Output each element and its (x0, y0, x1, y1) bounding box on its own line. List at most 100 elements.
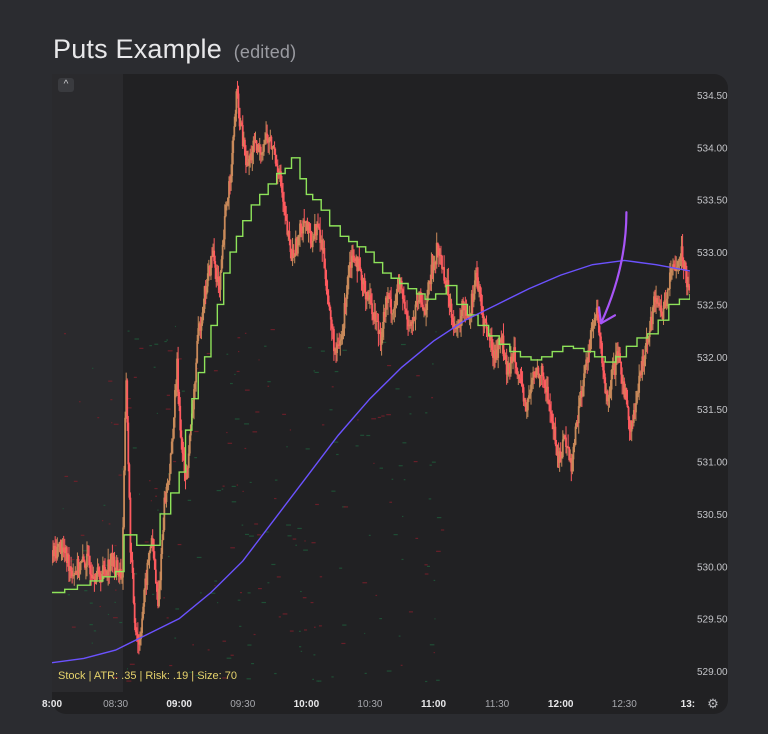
candle-body (341, 334, 344, 340)
candle-body (192, 409, 194, 414)
candle-body (352, 255, 354, 257)
volume-mark (133, 376, 137, 378)
candle-body (283, 201, 285, 206)
volume-mark (377, 416, 381, 419)
volume-mark (79, 401, 81, 403)
candle-body (323, 247, 326, 269)
candle-body (125, 380, 128, 418)
candle-body (680, 246, 683, 259)
candle-body (293, 255, 296, 257)
volume-mark (317, 680, 322, 682)
candle-body (445, 283, 448, 287)
candle-body (76, 558, 79, 575)
candle-body (444, 280, 447, 284)
candle-body (324, 268, 327, 280)
candle-body (658, 302, 661, 306)
volume-mark (126, 668, 129, 670)
volume-mark (251, 662, 255, 665)
candle-body (172, 417, 175, 439)
candle-body (489, 335, 492, 341)
candle-body (418, 292, 421, 300)
candle-body (488, 336, 491, 341)
collapse-button[interactable]: ^ (58, 78, 74, 92)
candle-body (407, 319, 409, 327)
candle-body (232, 136, 235, 153)
volume-mark (331, 490, 336, 492)
candle-body (560, 457, 563, 459)
volume-mark (427, 565, 431, 568)
candle-body (280, 171, 282, 187)
candle-body (479, 286, 482, 294)
volume-mark (127, 330, 130, 332)
candle-body (353, 255, 355, 260)
volume-mark (67, 594, 71, 596)
volume-mark (70, 560, 74, 562)
volume-mark (167, 555, 170, 558)
candle-body (265, 133, 267, 141)
volume-mark (127, 398, 131, 400)
settings-gear-icon[interactable]: ⚙ (707, 696, 719, 711)
candle-body (505, 355, 508, 375)
volume-mark (247, 592, 251, 594)
candle-body (115, 560, 118, 572)
candle-body (234, 113, 237, 127)
volume-mark (319, 576, 323, 578)
candle-body (170, 441, 173, 454)
candle-body (472, 293, 475, 302)
candle-body (83, 561, 86, 568)
volume-mark (286, 524, 292, 526)
candle-body (556, 451, 559, 456)
candle-body (112, 556, 115, 566)
candle-body (109, 565, 112, 572)
candle-body (169, 453, 172, 474)
candle-body (623, 381, 626, 398)
volume-mark (84, 590, 88, 592)
candle-body (308, 223, 311, 231)
candle-body (214, 261, 217, 268)
y-tick-label: 529.50 (697, 615, 728, 626)
candle-body (430, 264, 433, 285)
candle-body (365, 291, 368, 300)
candle-body (159, 580, 161, 589)
candle-body (101, 565, 104, 575)
volume-mark (111, 422, 113, 424)
volume-mark (287, 535, 292, 537)
candle-body (575, 421, 578, 427)
candle-body (461, 300, 464, 317)
premarket-shade (52, 74, 123, 692)
candle-body (512, 360, 514, 362)
volume-mark (239, 592, 242, 594)
candle-body (156, 583, 158, 592)
candle-body (399, 280, 402, 282)
candle-body (239, 122, 242, 127)
candle-body (200, 323, 203, 331)
volume-mark (357, 419, 359, 421)
candle-body (611, 365, 614, 370)
volume-mark (207, 649, 210, 651)
candle-body (210, 256, 212, 276)
candle-body (164, 497, 167, 502)
candle-body (450, 303, 453, 318)
candle-body (455, 328, 458, 330)
candle-body (61, 547, 64, 552)
candle-body (344, 302, 347, 307)
x-tick-label: 09:00 (166, 699, 192, 710)
volume-mark (271, 563, 276, 566)
candle-body (372, 314, 375, 320)
candle-body (145, 578, 148, 586)
candle-body (594, 314, 597, 318)
candle-body (550, 411, 553, 414)
volume-mark (221, 488, 224, 490)
candle-body (93, 576, 96, 581)
candle-body (60, 551, 63, 553)
candle-body (59, 542, 62, 553)
candle-body (342, 328, 345, 335)
candle-body (150, 538, 153, 547)
candle-body (148, 551, 151, 561)
volume-mark (194, 456, 198, 459)
candle-body (516, 368, 519, 375)
volume-mark (196, 368, 199, 370)
candle-body (501, 335, 504, 343)
candle-body (396, 284, 399, 293)
